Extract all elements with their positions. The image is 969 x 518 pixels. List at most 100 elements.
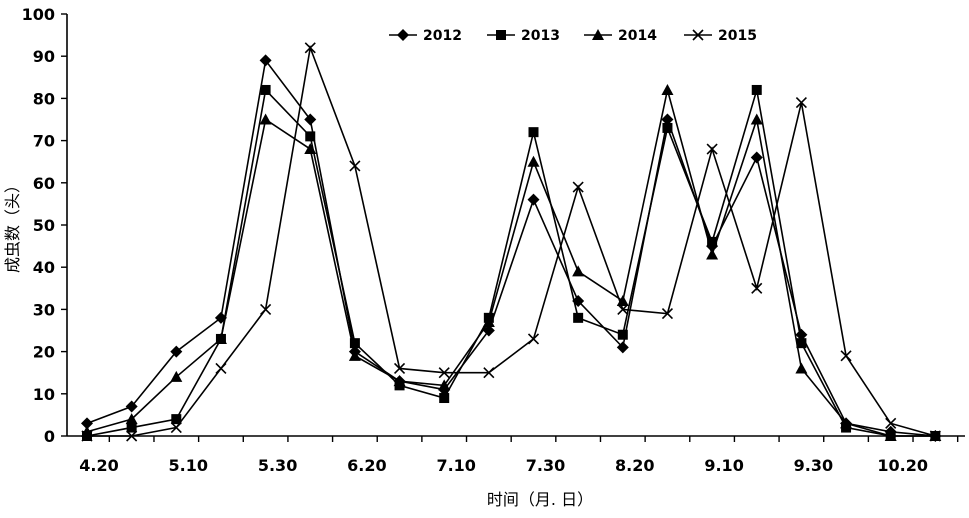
y-tick-label: 10 xyxy=(33,385,55,404)
data-point-2015 xyxy=(483,367,495,379)
data-point-2014 xyxy=(214,332,227,344)
series-line-2013 xyxy=(86,88,936,437)
y-tick-label: 90 xyxy=(33,47,55,66)
data-point-2013 xyxy=(260,84,271,95)
data-point-2015 xyxy=(661,308,674,320)
legend: 2012 2013 2014 2015 xyxy=(389,28,757,44)
data-point-2015 xyxy=(706,143,718,155)
data-point-2014 xyxy=(259,113,272,125)
y-tick-label: 20 xyxy=(33,343,55,362)
data-point-2012 xyxy=(750,151,763,164)
legend-item-2015: 2015 xyxy=(684,28,757,44)
data-point-2014 xyxy=(482,316,495,328)
data-point-2013 xyxy=(751,84,762,95)
series-layer xyxy=(81,42,942,442)
data-point-2013 xyxy=(439,393,450,404)
data-point-2015 xyxy=(572,181,584,193)
data-point-2014 xyxy=(706,248,719,260)
series-2014 xyxy=(81,83,942,441)
data-point-2013 xyxy=(573,312,584,323)
y-axis-title: 成虫数（头） xyxy=(3,177,22,273)
legend-marker-2014 xyxy=(592,29,604,40)
data-point-2012 xyxy=(616,341,629,354)
data-point-2015 xyxy=(795,97,807,109)
data-point-2015 xyxy=(527,333,540,345)
series-2015 xyxy=(81,42,941,442)
data-point-2014 xyxy=(348,349,361,361)
data-point-2015 xyxy=(81,430,93,442)
data-point-2013 xyxy=(662,122,673,133)
data-point-2014 xyxy=(393,375,406,387)
data-point-2012 xyxy=(81,417,93,430)
x-tick-label: 6.20 xyxy=(347,456,386,475)
legend-label: 2015 xyxy=(718,28,757,44)
legend-label: 2012 xyxy=(423,28,462,44)
data-point-2014 xyxy=(884,430,897,441)
data-point-2013 xyxy=(305,131,316,142)
data-point-2015 xyxy=(885,417,897,429)
data-point-2013 xyxy=(796,338,807,349)
data-point-2014 xyxy=(572,265,585,277)
legend-item-2012: 2012 xyxy=(389,28,462,44)
x-tick-label: 5.10 xyxy=(169,456,208,475)
legend-marker-2013 xyxy=(496,30,506,40)
data-point-2015 xyxy=(260,303,272,315)
data-point-2013 xyxy=(707,236,718,247)
data-point-2015 xyxy=(840,350,852,362)
data-point-2014 xyxy=(661,83,674,95)
series-line-2015 xyxy=(87,44,936,437)
legend-label: 2014 xyxy=(618,28,657,44)
data-point-2014 xyxy=(750,113,763,125)
data-point-2013 xyxy=(617,329,628,340)
x-tick-label: 8.20 xyxy=(615,456,654,475)
data-point-2015 xyxy=(304,42,316,54)
series-line-2012 xyxy=(86,58,936,437)
x-tick-label: 9.10 xyxy=(704,456,743,475)
data-point-2014 xyxy=(840,417,853,429)
x-axis-title: 时间（月. 日） xyxy=(487,490,593,509)
data-point-2014 xyxy=(304,143,317,155)
legend-label: 2013 xyxy=(521,28,560,44)
data-point-2015 xyxy=(751,282,763,294)
y-ticks: 0 10 20 30 40 50 60 70 80 90 100 xyxy=(22,5,67,446)
data-point-2015 xyxy=(349,160,361,172)
data-point-2012 xyxy=(259,54,272,67)
data-point-2013 xyxy=(126,422,137,433)
data-point-2012 xyxy=(170,345,183,358)
data-point-2014 xyxy=(125,413,138,425)
y-tick-label: 100 xyxy=(22,5,55,24)
data-point-2014 xyxy=(795,362,808,374)
data-point-2014 xyxy=(527,155,540,167)
y-tick-label: 50 xyxy=(33,216,55,235)
data-point-2015 xyxy=(393,362,406,375)
data-point-2012 xyxy=(661,113,674,126)
x-tick-label: 7.30 xyxy=(526,456,565,475)
data-point-2015 xyxy=(170,421,182,434)
data-point-2015 xyxy=(438,367,450,379)
legend-marker-2012 xyxy=(397,29,409,41)
data-point-2015 xyxy=(215,362,227,375)
data-point-2014 xyxy=(438,379,451,391)
data-point-2015 xyxy=(126,430,138,442)
legend-item-2014: 2014 xyxy=(584,28,657,44)
x-tick-label: 7.10 xyxy=(436,456,475,475)
y-tick-label: 80 xyxy=(33,89,55,108)
x-tick-label: 5.30 xyxy=(258,456,297,475)
data-point-2015 xyxy=(617,303,629,315)
data-point-2013 xyxy=(528,127,539,138)
x-ticks: 4.20 5.10 5.30 6.20 7.10 7.30 8.20 9.10 9.30 10.2… xyxy=(79,436,959,475)
x-tick-label: 4.20 xyxy=(79,456,118,475)
y-tick-label: 40 xyxy=(33,258,55,277)
legend-item-2013: 2013 xyxy=(487,28,560,44)
data-point-2012 xyxy=(304,113,317,126)
data-point-2013 xyxy=(171,414,182,425)
y-tick-label: 0 xyxy=(44,427,55,446)
legend-marker-2015 xyxy=(692,29,704,41)
data-point-2012 xyxy=(795,328,808,341)
data-point-2013 xyxy=(349,338,360,349)
y-tick-label: 30 xyxy=(33,300,55,319)
data-point-2014 xyxy=(170,370,183,382)
data-point-2012 xyxy=(125,400,138,413)
